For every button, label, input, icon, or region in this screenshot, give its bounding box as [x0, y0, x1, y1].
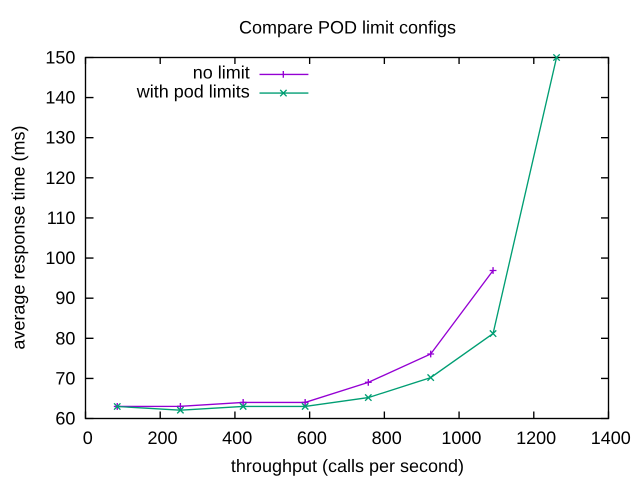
svg-text:400: 400 [222, 428, 252, 448]
svg-text:120: 120 [45, 168, 75, 188]
svg-text:average response time (ms): average response time (ms) [9, 126, 29, 350]
svg-text:110: 110 [47, 208, 76, 228]
svg-text:90: 90 [55, 288, 75, 308]
svg-text:with pod limits: with pod limits [136, 81, 250, 101]
svg-text:800: 800 [372, 428, 402, 448]
svg-text:200: 200 [147, 428, 177, 448]
svg-text:throughput (calls per second): throughput (calls per second) [231, 456, 464, 476]
svg-text:60: 60 [55, 409, 75, 429]
svg-text:1000: 1000 [441, 428, 481, 448]
svg-text:no limit: no limit [193, 63, 250, 83]
svg-text:1400: 1400 [591, 428, 631, 448]
svg-text:600: 600 [297, 428, 327, 448]
svg-text:70: 70 [55, 368, 75, 388]
svg-text:130: 130 [45, 128, 75, 148]
svg-text:100: 100 [45, 248, 75, 268]
svg-text:140: 140 [45, 88, 75, 108]
svg-text:Compare POD limit configs: Compare POD limit configs [239, 18, 456, 38]
svg-text:0: 0 [83, 428, 93, 448]
svg-text:80: 80 [55, 328, 75, 348]
svg-text:150: 150 [45, 48, 75, 68]
svg-text:1200: 1200 [516, 428, 556, 448]
